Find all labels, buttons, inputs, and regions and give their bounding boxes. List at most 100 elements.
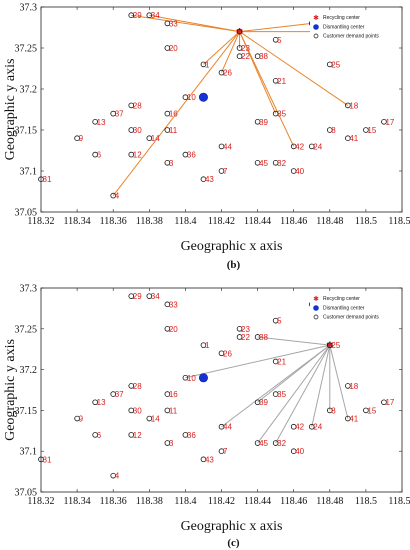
demand-point-label: 30 (133, 406, 142, 415)
x-tick-label: 118.5 (355, 496, 377, 507)
demand-point (290, 448, 297, 455)
demand-point-label: 23 (241, 44, 250, 53)
demand-point-label: 45 (259, 159, 268, 168)
legend-dismantling-icon (313, 305, 319, 311)
demand-point (164, 110, 171, 117)
x-tick-label: 118.44 (244, 496, 271, 507)
demand-point (308, 143, 315, 150)
legend-dismantling-label: Dismantling center (323, 306, 365, 312)
demand-point (164, 45, 171, 51)
demand-point-label: 41 (349, 415, 358, 424)
demand-point-label: 37 (115, 110, 124, 119)
demand-point-label: 6 (97, 431, 102, 440)
route-line (239, 31, 349, 106)
demand-point-label: 16 (169, 390, 178, 399)
legend-demand-label: Customer demand points (323, 315, 379, 321)
demand-point (272, 391, 279, 397)
x-tick-label: 118.52 (388, 216, 410, 227)
demand-point (146, 293, 153, 299)
demand-point (38, 456, 44, 463)
demand-point-label: 29 (133, 11, 142, 20)
demand-point (38, 176, 44, 183)
x-axis-label: Geographic x axis (181, 239, 283, 254)
demand-point-label: 17 (385, 398, 394, 407)
demand-point-label: 13 (97, 398, 106, 407)
demand-point (164, 391, 171, 397)
x-tick-label: 118.4 (174, 496, 196, 507)
demand-point (128, 102, 135, 109)
y-axis-label: Geographic y axis (3, 59, 18, 161)
route-line (203, 31, 240, 65)
x-tick-label: 118.36 (100, 216, 127, 227)
demand-point (200, 342, 207, 348)
legend-recycling-icon: ✱ (313, 295, 319, 303)
legend: ✱ Recycling center Dismantling center Custo… (310, 11, 400, 41)
legend-recycling-label: Recycling center (323, 296, 360, 302)
recycling-center-ring (326, 342, 333, 348)
chart-panel-1: 118.32 118.34 118.36 118.38 118.4 118.42 118.4… (3, 284, 410, 550)
y-tick-label: 37.3 (20, 284, 38, 295)
demand-point-label: 10 (187, 374, 196, 383)
demand-point (110, 192, 116, 199)
demand-point (236, 334, 243, 340)
demand-point (218, 350, 225, 357)
route-line (185, 344, 330, 379)
x-tick-label: 118.5 (355, 216, 377, 227)
demand-point-label: 7 (223, 447, 228, 456)
demand-point-label: 25 (331, 341, 340, 350)
demand-point-label: 42 (295, 142, 304, 151)
demand-point (236, 53, 243, 59)
demand-point-label: 12 (133, 431, 142, 440)
demand-point (200, 456, 207, 463)
demand-point-label: 34 (151, 292, 160, 301)
recycling-center-marker: ✱ (326, 340, 334, 350)
legend-recycling-icon: ✱ (313, 14, 319, 22)
x-tick-label: 118.32 (27, 496, 54, 507)
route-line (329, 345, 349, 419)
demand-point-label: 14 (151, 134, 160, 143)
demand-point (345, 102, 351, 109)
demand-point-label: 3 (169, 159, 174, 168)
route-line (221, 344, 331, 428)
demand-point (110, 391, 116, 397)
y-tick-label: 37.2 (20, 365, 38, 376)
demand-point (146, 135, 153, 142)
demand-point (92, 399, 98, 406)
demand-point (128, 127, 135, 133)
route-line (257, 344, 331, 444)
demand-point (272, 78, 279, 84)
demand-point (218, 143, 225, 150)
route-line (275, 344, 331, 444)
demand-point-label: 8 (331, 406, 336, 415)
route-line (112, 31, 240, 196)
demand-point (381, 119, 387, 125)
demand-point-label: 43 (205, 175, 214, 184)
demand-point-label: 34 (151, 11, 160, 20)
demand-point-label: 18 (349, 101, 358, 110)
route-line (149, 14, 240, 33)
demand-point-label: 28 (133, 382, 142, 391)
demand-point-label: 24 (313, 142, 322, 151)
demand-point-label: 6 (97, 151, 102, 160)
demand-point (146, 12, 153, 18)
demand-point (164, 127, 171, 133)
demand-point (218, 69, 225, 76)
y-tick-label: 37.1 (20, 447, 38, 458)
demand-point (290, 423, 297, 430)
demand-point-label: 8 (331, 126, 336, 135)
dismantling-center-marker (198, 373, 208, 383)
demand-point-label: 36 (187, 431, 196, 440)
demand-point (92, 151, 98, 158)
demand-point-label: 4 (115, 472, 120, 481)
demand-point-label: 39 (259, 118, 268, 127)
x-tick-label: 118.42 (208, 216, 235, 227)
demand-point-label: 20 (169, 44, 178, 53)
x-axis-label: Geographic x axis (181, 519, 283, 534)
x-tick-label: 118.36 (100, 496, 127, 507)
demand-point-label: 36 (187, 151, 196, 160)
demand-point-label: 7 (223, 167, 228, 176)
x-tick-label: 118.46 (280, 496, 307, 507)
demand-point (254, 160, 261, 166)
demand-point (74, 415, 80, 422)
demand-point-label: 20 (169, 325, 178, 334)
